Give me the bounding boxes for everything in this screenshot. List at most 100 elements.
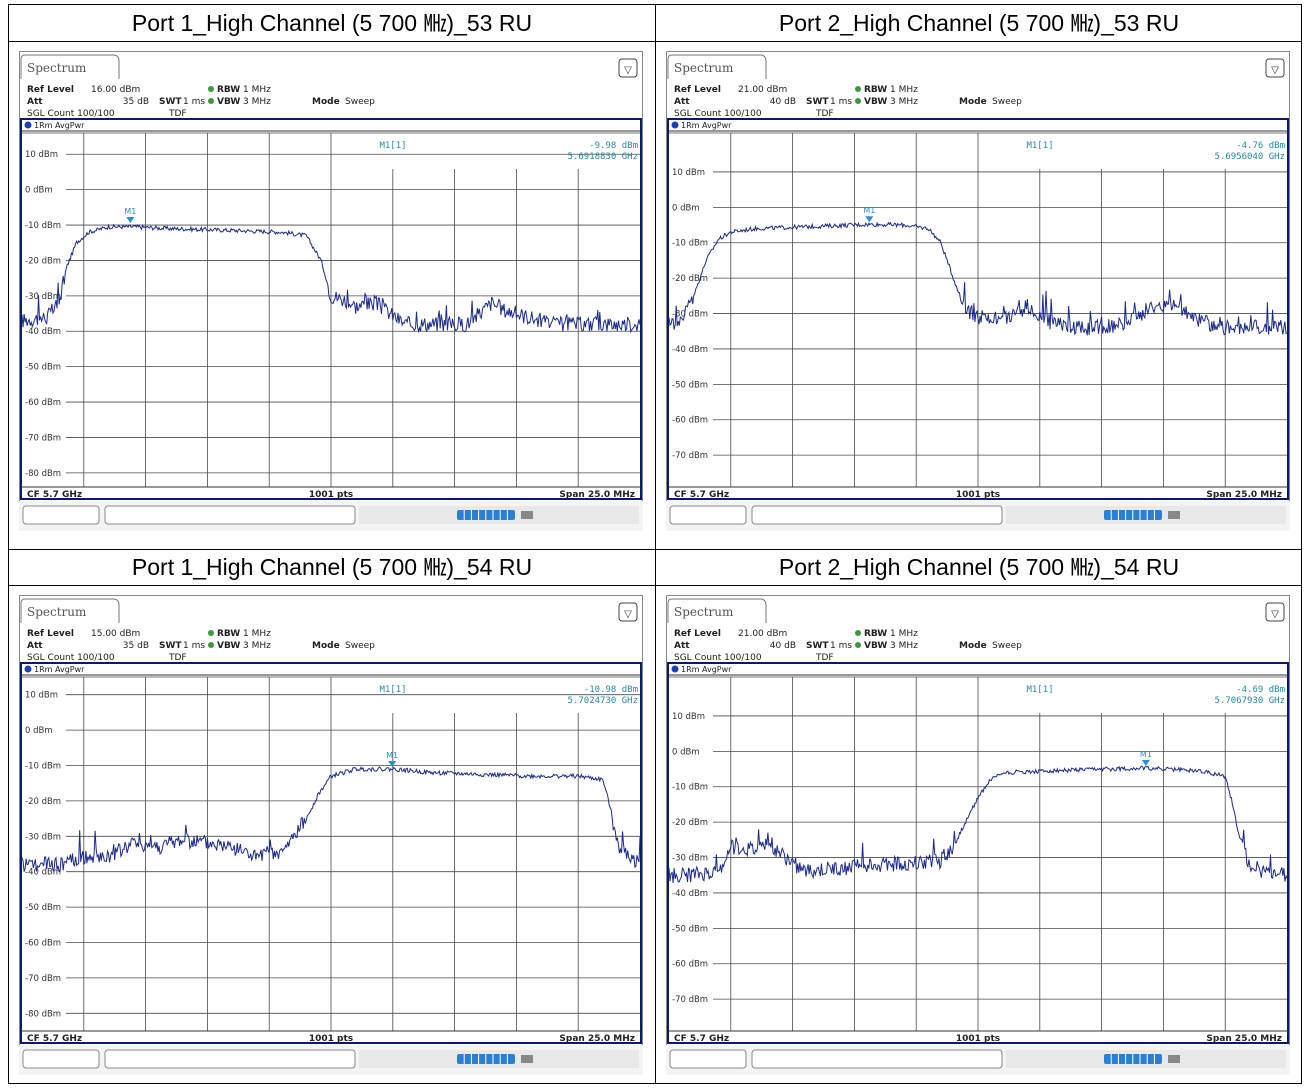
swt-label: SWT [806, 641, 829, 651]
y-tick-label: 10 dBm [672, 168, 705, 178]
marker-name: M1[1] [1026, 685, 1053, 695]
vbw-indicator [855, 642, 861, 648]
rbw-label: RBW [217, 629, 240, 639]
footer-points: 1001 pts [956, 490, 1000, 500]
y-tick-label: -80 dBm [25, 469, 61, 479]
spectrum-trace [668, 765, 1288, 883]
settings-icon [1265, 58, 1285, 78]
marker-triangle [1141, 759, 1150, 766]
tdf-label: TDF [815, 653, 834, 663]
spectrum-screenshot: Spectrum ▽ Ref Level 21.00 dBm Att 40 dB SGL C… [666, 595, 1290, 1075]
y-tick-label: -10 dBm [672, 239, 708, 249]
rbw-value: 1 MHz [243, 629, 271, 639]
y-tick-label: -60 dBm [672, 960, 708, 970]
cell-title: Port 1_High Channel (5 700 ㎒)_54 RU [131, 554, 533, 580]
trace-label: 1Rm AvgPwr [681, 665, 732, 674]
mode-label: Mode [959, 97, 987, 107]
footer-points: 1001 pts [309, 1034, 353, 1044]
mode-label: Mode [312, 97, 340, 107]
table-divider [655, 5, 656, 1083]
marker-name: M1[1] [379, 141, 406, 151]
marker-name: M1[1] [1026, 141, 1053, 151]
spectrum-trace [21, 223, 641, 334]
marker-level: -10.98 dBm [584, 685, 638, 695]
tdf-label: TDF [168, 109, 187, 119]
trace-label: 1Rm AvgPwr [34, 665, 85, 674]
vbw-label: VBW [217, 97, 240, 107]
y-tick-label: -60 dBm [25, 939, 61, 949]
swt-value: 1 ms [183, 641, 205, 651]
y-tick-label: -60 dBm [25, 398, 61, 408]
sgl-count: SGL Count 100/100 [674, 109, 762, 119]
tdf-label: TDF [815, 109, 834, 119]
status-field [669, 505, 747, 525]
y-tick-label: -30 dBm [25, 292, 61, 302]
y-tick-label: 0 dBm [672, 203, 700, 213]
rbw-indicator [855, 86, 861, 92]
mode-value: Sweep [345, 97, 375, 107]
y-tick-label: -20 dBm [672, 274, 708, 284]
spectrum-trace [668, 221, 1288, 336]
tab-label: Spectrum [27, 61, 87, 75]
vbw-indicator [208, 98, 214, 104]
y-tick-label: -70 dBm [672, 451, 708, 461]
status-message-field [104, 1049, 356, 1069]
att-value: 35 dB [123, 97, 149, 107]
vbw-indicator [208, 642, 214, 648]
sgl-count: SGL Count 100/100 [674, 653, 762, 663]
tab-label: Spectrum [674, 605, 734, 619]
y-tick-label: -40 dBm [25, 327, 61, 337]
rbw-value: 1 MHz [890, 629, 918, 639]
swt-value: 1 ms [830, 641, 852, 651]
y-tick-label: -10 dBm [25, 221, 61, 231]
trace-indicator [671, 665, 679, 673]
vbw-label: VBW [864, 641, 887, 651]
att-label: Att [27, 641, 43, 651]
ref-level-value: 21.00 dBm [738, 85, 787, 95]
y-tick-label: 10 dBm [25, 150, 58, 160]
status-field [669, 1049, 747, 1069]
marker-tag: M1 [124, 207, 136, 216]
sgl-count: SGL Count 100/100 [27, 109, 115, 119]
y-tick-label: 10 dBm [25, 691, 58, 701]
swt-value: 1 ms [830, 97, 852, 107]
swt-label: SWT [159, 641, 182, 651]
y-tick-label: -10 dBm [672, 783, 708, 793]
ref-level-label: Ref Level [27, 85, 74, 95]
y-tick-label: -20 dBm [25, 256, 61, 266]
trace-label: 1Rm AvgPwr [34, 121, 85, 130]
status-icon [521, 511, 533, 519]
settings-icon-glyph: ▽ [624, 609, 632, 620]
marker-frequency: 5.7024730 GHz [568, 696, 638, 706]
status-field [22, 505, 100, 525]
mode-label: Mode [312, 641, 340, 651]
spectrum-tab [667, 598, 767, 623]
footer-span: Span 25.0 MHz [559, 490, 635, 500]
spectrum-tab [20, 598, 120, 623]
att-value: 35 dB [123, 641, 149, 651]
y-tick-label: -20 dBm [25, 797, 61, 807]
rbw-value: 1 MHz [243, 85, 271, 95]
marker-level: -4.69 dBm [1236, 685, 1285, 695]
footer-center-frequency: CF 5.7 GHz [27, 1034, 82, 1044]
spectrum-tab [667, 54, 767, 79]
y-tick-label: -50 dBm [25, 363, 61, 373]
y-tick-label: -10 dBm [25, 762, 61, 772]
spectrum-screenshot: Spectrum ▽ Ref Level 21.00 dBm Att 40 dB SGL C… [666, 51, 1290, 531]
marker-frequency: 5.6918830 GHz [568, 152, 638, 162]
vbw-value: 3 MHz [243, 641, 271, 651]
mode-value: Sweep [992, 641, 1022, 651]
ref-level-value: 15.00 dBm [91, 629, 140, 639]
trace-indicator [24, 121, 32, 129]
status-message-field [104, 505, 356, 525]
marker-triangle [388, 760, 397, 767]
ref-level-value: 21.00 dBm [738, 629, 787, 639]
trace-indicator [671, 121, 679, 129]
y-tick-label: -50 dBm [25, 903, 61, 913]
footer-center-frequency: CF 5.7 GHz [674, 1034, 729, 1044]
y-tick-label: 0 dBm [25, 186, 53, 196]
status-icon [1168, 511, 1180, 519]
trace-indicator [24, 665, 32, 673]
settings-icon [1265, 602, 1285, 622]
rbw-indicator [208, 630, 214, 636]
